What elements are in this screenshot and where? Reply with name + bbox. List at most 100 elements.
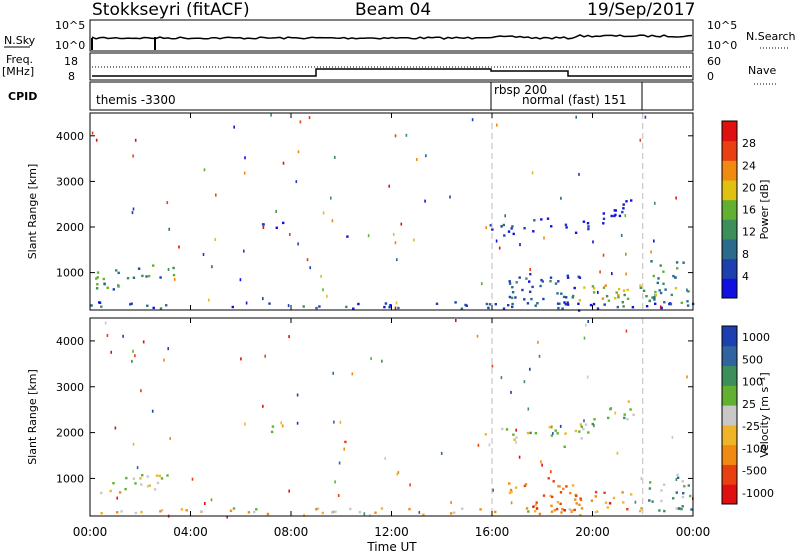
velocity-colorbar-label: Velocity [m s⁻¹] (758, 372, 771, 457)
power-cell (582, 220, 586, 223)
velocity-colorbar-segment (722, 424, 737, 446)
power-cell (96, 271, 100, 274)
velocity-cell (634, 500, 637, 504)
velocity-cell (582, 427, 585, 431)
power-cell (526, 302, 530, 305)
power-cell (449, 195, 451, 199)
velocity-cell (681, 480, 684, 483)
power-cell (159, 307, 163, 310)
power-cell (562, 295, 566, 299)
power-cell (556, 292, 559, 295)
power-cell (502, 307, 506, 310)
nsearch-label: N.Search (746, 30, 796, 43)
velocity-cell (524, 483, 528, 486)
velocity-cell (649, 481, 652, 484)
power-cell (174, 277, 176, 281)
velocity-cell (505, 428, 509, 431)
velocity-cell (477, 443, 480, 447)
power-cell (98, 301, 101, 304)
power-cell (648, 299, 651, 303)
power-cell (676, 267, 679, 270)
power-cell (488, 303, 492, 306)
power-cell (578, 299, 581, 302)
velocity-cell (579, 423, 582, 426)
velocity-cell (553, 509, 557, 512)
power-cell (512, 232, 515, 236)
velocity-cell (397, 471, 400, 474)
power-cell (502, 223, 505, 227)
power-cell (388, 184, 390, 188)
power-cell (508, 280, 511, 283)
power-cell (682, 261, 685, 264)
power-ytick-label: 4000 (56, 130, 84, 143)
velocity-cell (334, 510, 337, 513)
power-cell (587, 227, 590, 231)
power-colorbar-tick-label: 12 (742, 226, 756, 239)
freq-unit-label: [MHz] (2, 65, 34, 78)
power-cell (152, 306, 155, 310)
power-cell (668, 302, 671, 306)
velocity-cell (535, 507, 539, 510)
velocity-cell (583, 419, 585, 423)
velocity-cell (153, 488, 157, 491)
power-cell (102, 277, 105, 281)
power-cell (523, 298, 526, 301)
velocity-cell (363, 512, 366, 516)
power-cell (100, 305, 103, 308)
power-cell (389, 304, 392, 307)
velocity-cell (594, 511, 597, 514)
velocity-colorbar-tick-label: 500 (742, 353, 763, 366)
power-cell (653, 296, 656, 299)
power-cell (672, 274, 675, 278)
velocity-cell (450, 512, 453, 515)
nave-tick-top: 60 (707, 55, 721, 68)
power-colorbar-tick-label: 4 (742, 270, 749, 283)
velocity-cell (396, 472, 399, 476)
velocity-cell (538, 354, 541, 358)
power-cell (454, 301, 457, 304)
date-title: 19/Sep/2017 (587, 0, 695, 20)
velocity-cell (513, 438, 516, 441)
power-cell (425, 154, 427, 158)
power-cell (519, 243, 521, 247)
velocity-cell (116, 496, 118, 500)
velocity-cell (681, 495, 685, 499)
power-cell (383, 305, 386, 309)
velocity-cell (484, 433, 487, 436)
power-cell (669, 303, 673, 306)
power-cell (132, 207, 135, 211)
velocity-cell (338, 461, 341, 465)
power-cell (134, 138, 137, 142)
power-cell (464, 303, 467, 307)
velocity-cell (510, 501, 513, 505)
power-cell (147, 274, 151, 278)
power-cell (610, 214, 613, 218)
velocity-cell (512, 433, 515, 436)
velocity-cell (639, 509, 642, 513)
power-cell (660, 306, 663, 310)
power-cell (543, 236, 545, 240)
xtick-label: 00:00 (676, 525, 711, 539)
power-cell (558, 302, 561, 305)
power-cell (531, 285, 534, 289)
power-cell (494, 303, 497, 306)
power-cell (611, 272, 613, 276)
velocity-cell (551, 425, 553, 429)
velocity-colorbar-segment (722, 326, 737, 347)
power-cell (523, 227, 526, 230)
velocity-cell (648, 487, 652, 490)
velocity-cell (374, 511, 377, 514)
xtick-label: 20:00 (575, 525, 610, 539)
velocity-cell (550, 504, 553, 507)
velocity-cell (632, 413, 635, 416)
power-cell (615, 291, 618, 294)
power-cell (507, 304, 510, 307)
velocity-cell (575, 494, 578, 497)
velocity-cell (479, 508, 482, 511)
velocity-cell (140, 510, 143, 514)
power-cell (550, 225, 553, 228)
velocity-cell (648, 499, 651, 502)
velocity-cell (418, 510, 421, 514)
velocity-cell (510, 390, 512, 394)
beam-title: Beam 04 (355, 0, 431, 20)
